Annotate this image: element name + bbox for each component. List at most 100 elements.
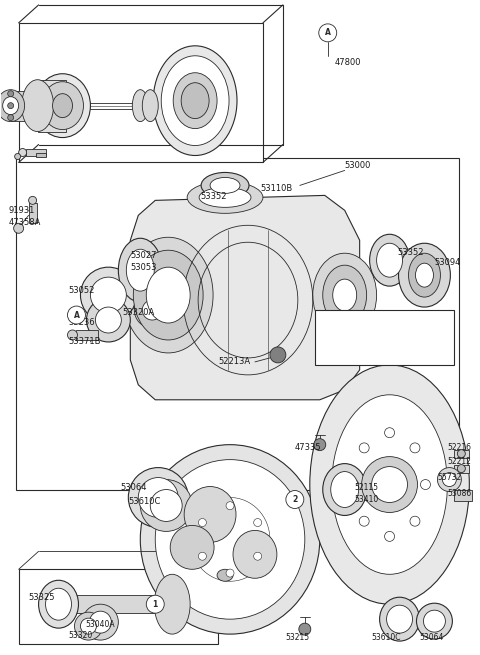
- Text: 53320A: 53320A: [122, 308, 155, 316]
- Bar: [29, 203, 36, 223]
- Text: 53027: 53027: [130, 251, 157, 260]
- Ellipse shape: [217, 569, 233, 581]
- Ellipse shape: [310, 365, 469, 604]
- Ellipse shape: [38, 580, 78, 628]
- Circle shape: [146, 595, 164, 613]
- Circle shape: [198, 519, 206, 527]
- Text: 53110B: 53110B: [260, 184, 292, 193]
- Text: 53064: 53064: [420, 633, 444, 642]
- Ellipse shape: [81, 618, 96, 634]
- Ellipse shape: [333, 279, 357, 311]
- Bar: [25, 149, 46, 157]
- Text: 52213A: 52213A: [218, 358, 250, 366]
- Bar: [140, 96, 152, 116]
- Ellipse shape: [133, 250, 203, 340]
- Ellipse shape: [132, 90, 148, 122]
- Ellipse shape: [398, 243, 450, 307]
- Ellipse shape: [150, 489, 182, 521]
- Bar: [11, 90, 41, 121]
- Text: A: A: [73, 310, 79, 320]
- Circle shape: [420, 479, 431, 489]
- Polygon shape: [19, 23, 263, 162]
- Circle shape: [359, 443, 369, 453]
- Ellipse shape: [154, 574, 190, 634]
- Text: 53610C: 53610C: [372, 633, 401, 642]
- Text: 53215: 53215: [285, 633, 309, 642]
- Circle shape: [19, 149, 26, 157]
- Bar: [76, 330, 98, 340]
- Polygon shape: [130, 195, 360, 400]
- Ellipse shape: [187, 181, 263, 214]
- Text: 53371B: 53371B: [69, 337, 101, 346]
- Circle shape: [348, 479, 359, 489]
- Text: 53094: 53094: [434, 257, 461, 267]
- Text: 1: 1: [153, 600, 158, 608]
- Circle shape: [68, 330, 77, 340]
- Text: 53064: 53064: [120, 483, 147, 492]
- Ellipse shape: [201, 172, 249, 198]
- Text: 53352: 53352: [200, 192, 227, 201]
- Text: 53053: 53053: [130, 263, 157, 272]
- Ellipse shape: [42, 82, 84, 130]
- Ellipse shape: [380, 597, 420, 641]
- Text: 47335: 47335: [295, 443, 322, 452]
- Bar: [37, 80, 65, 132]
- Circle shape: [384, 428, 395, 438]
- Ellipse shape: [35, 74, 90, 138]
- Circle shape: [359, 516, 369, 526]
- Circle shape: [8, 90, 13, 97]
- Text: 55732: 55732: [437, 473, 462, 482]
- Circle shape: [226, 502, 234, 510]
- Circle shape: [410, 443, 420, 453]
- Ellipse shape: [181, 83, 209, 119]
- Ellipse shape: [199, 187, 251, 208]
- Circle shape: [253, 552, 262, 560]
- Circle shape: [8, 115, 13, 121]
- Text: 53052: 53052: [69, 286, 95, 295]
- Circle shape: [253, 519, 262, 527]
- Ellipse shape: [89, 611, 111, 633]
- Text: 53352: 53352: [397, 248, 424, 257]
- Ellipse shape: [146, 267, 190, 323]
- Text: 53236: 53236: [69, 318, 95, 326]
- Ellipse shape: [3, 97, 19, 115]
- Circle shape: [68, 306, 85, 324]
- Ellipse shape: [270, 347, 286, 363]
- Ellipse shape: [83, 604, 119, 640]
- Ellipse shape: [81, 267, 136, 323]
- Ellipse shape: [416, 263, 433, 287]
- Ellipse shape: [96, 307, 121, 333]
- Ellipse shape: [332, 395, 447, 574]
- Ellipse shape: [233, 531, 277, 578]
- Circle shape: [457, 464, 465, 472]
- Ellipse shape: [128, 468, 188, 527]
- Ellipse shape: [138, 477, 178, 517]
- Circle shape: [15, 153, 21, 159]
- Ellipse shape: [173, 73, 217, 128]
- Text: 91931: 91931: [9, 206, 35, 215]
- Ellipse shape: [90, 277, 126, 313]
- Ellipse shape: [86, 298, 130, 342]
- Ellipse shape: [74, 612, 102, 640]
- Circle shape: [286, 491, 304, 508]
- Text: 52115: 52115: [355, 483, 379, 492]
- Ellipse shape: [372, 466, 408, 502]
- Ellipse shape: [46, 588, 72, 620]
- Bar: [60, 595, 170, 613]
- Text: THE NO.53210A: ①~②: THE NO.53210A: ①~②: [323, 341, 412, 350]
- Text: 47800: 47800: [335, 58, 361, 67]
- Bar: [455, 449, 469, 458]
- Ellipse shape: [0, 90, 24, 122]
- Text: 47358A: 47358A: [9, 218, 41, 227]
- Text: 52212: 52212: [447, 457, 471, 466]
- Ellipse shape: [140, 479, 192, 531]
- Bar: [455, 464, 469, 472]
- Text: NOTE: NOTE: [323, 314, 350, 322]
- Circle shape: [29, 196, 36, 204]
- Ellipse shape: [437, 468, 461, 491]
- Text: 53325: 53325: [29, 593, 55, 602]
- Ellipse shape: [170, 525, 214, 569]
- Text: 53040A: 53040A: [85, 620, 115, 629]
- Ellipse shape: [123, 237, 213, 353]
- Ellipse shape: [370, 234, 409, 286]
